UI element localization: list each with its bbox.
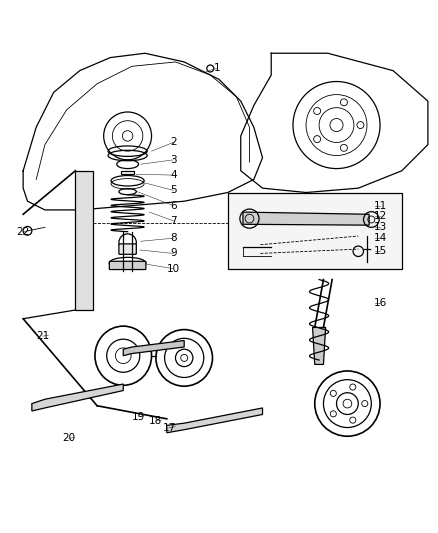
Text: 1: 1 xyxy=(213,63,220,74)
Text: 19: 19 xyxy=(132,411,145,422)
Polygon shape xyxy=(243,212,369,225)
Polygon shape xyxy=(32,384,123,411)
Text: 6: 6 xyxy=(170,200,177,211)
Polygon shape xyxy=(167,408,262,433)
Text: 13: 13 xyxy=(374,222,387,232)
Text: 16: 16 xyxy=(374,298,387,309)
Text: 14: 14 xyxy=(374,233,387,243)
Text: 8: 8 xyxy=(170,233,177,243)
Text: 17: 17 xyxy=(162,423,176,433)
Text: 11: 11 xyxy=(374,200,387,211)
Bar xyxy=(228,192,402,269)
Text: 2: 2 xyxy=(170,138,177,148)
FancyBboxPatch shape xyxy=(119,244,136,254)
Polygon shape xyxy=(123,341,184,356)
Text: 15: 15 xyxy=(374,246,387,256)
Text: 5: 5 xyxy=(170,185,177,195)
Text: 12: 12 xyxy=(374,212,387,221)
Text: 3: 3 xyxy=(170,155,177,165)
Text: 4: 4 xyxy=(170,170,177,180)
Text: 7: 7 xyxy=(170,216,177,226)
Text: 18: 18 xyxy=(149,416,162,426)
Text: 22: 22 xyxy=(17,227,30,237)
Text: 10: 10 xyxy=(167,264,180,273)
Polygon shape xyxy=(75,171,93,310)
Text: 21: 21 xyxy=(36,331,49,341)
FancyBboxPatch shape xyxy=(110,261,146,270)
Polygon shape xyxy=(313,327,325,365)
Text: 9: 9 xyxy=(170,248,177,259)
Text: 20: 20 xyxy=(62,433,75,443)
